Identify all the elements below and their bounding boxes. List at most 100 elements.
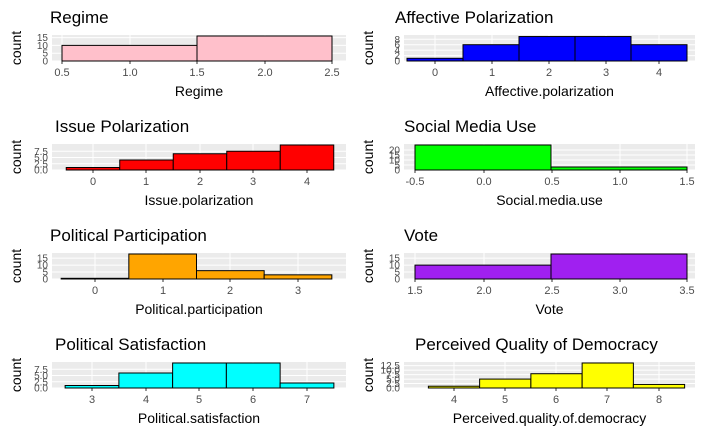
x-tick-label: 1.5 [189,67,204,79]
y-axis-label: count [360,31,376,65]
x-tick-label: 2.0 [476,285,491,297]
x-tick-label: 2 [197,176,203,188]
histogram-bar [414,144,552,171]
histogram-bar [462,44,520,62]
y-tick-label: 10 [389,156,401,167]
y-tick-label: 4 [394,46,400,57]
histogram-bar [414,264,552,280]
histogram-bar [196,270,265,280]
histogram-bar [226,150,281,171]
x-tick-label: 7 [604,394,610,406]
y-axis-label: count [360,358,376,392]
panel-title: Regime [50,8,109,27]
histogram-bar [225,362,281,389]
histogram-bar [581,362,634,389]
x-axis-label: Issue.polarization [145,192,254,208]
histogram-panel: Issue Polarization 0.02.55.07.5 0 1 2 3 4 Issue… [8,117,346,208]
x-tick-label: 0.5 [54,67,69,79]
x-axis-label: Political.satisfaction [138,410,260,426]
histogram-bar [630,44,688,62]
y-tick-label: 0 [394,166,400,177]
y-tick-label: 8 [394,35,400,46]
y-tick-label: 12.5 [381,361,401,372]
histogram-bar [427,385,481,389]
y-tick-label: 2.5 [34,377,48,388]
histogram-bar [64,385,120,389]
y-axis-label: count [8,358,24,392]
histogram-bar [263,274,333,280]
x-tick-label: 0.0 [476,176,491,188]
x-tick-label: 0 [432,67,438,79]
histogram-panel: Perceived Quality of Democracy0.02.55.07… [360,335,695,426]
x-tick-label: 0 [92,285,98,297]
panel-title: Issue Polarization [55,117,189,136]
y-tick-label: 2.5 [34,159,48,170]
panel-title: Perceived Quality of Democracy [415,335,658,354]
y-tick-label: 10.0 [381,366,401,377]
x-tick-label: 3 [250,176,256,188]
x-tick-label: 7 [304,394,310,406]
histogram-bar [632,383,686,389]
x-tick-label: 2 [227,285,233,297]
x-tick-label: 5 [196,394,202,406]
y-tick-label: 7.5 [34,147,48,158]
x-tick-label: 1.5 [407,285,422,297]
y-tick-label: 0 [394,275,400,286]
x-tick-label: 3 [89,394,95,406]
x-tick-label: 4 [304,176,310,188]
x-tick-label: 1.0 [122,67,137,79]
x-tick-label: 3.0 [612,285,627,297]
x-tick-label: 4 [143,394,149,406]
y-tick-label: 15 [37,254,49,265]
x-tick-label: 8 [656,394,662,406]
histogram-bar [279,382,335,389]
x-tick-label: 5 [502,394,508,406]
histogram-bar [61,44,198,62]
y-tick-label: 15 [37,33,49,44]
histogram-bar [60,277,130,280]
histogram-bar [172,153,228,171]
x-tick-label: 1.5 [679,176,694,188]
y-axis-label: count [8,140,24,174]
panel-title: Affective Polarization [395,8,553,27]
y-tick-label: 0.0 [34,384,48,395]
x-tick-label: 0.5 [544,176,559,188]
x-tick-label: 6 [250,394,256,406]
histogram-bar [65,167,121,171]
panel-title: Vote [404,226,438,245]
x-tick-label: 3.5 [679,285,694,297]
histogram-bar [518,36,576,62]
x-axis-label: Perceived.quality.of.democracy [453,410,647,426]
histogram-bar [172,362,227,389]
histogram-bar [530,373,583,389]
y-tick-label: 10 [37,261,49,272]
y-tick-label: 7.5 [34,365,48,376]
x-axis-label: Political.participation [135,301,263,317]
histogram-panel: Political Satisfaction 0.02.55.07.5 3 4 5 6 7 P… [8,335,346,426]
y-tick-label: 5 [394,161,400,172]
y-tick-label: 0 [42,275,48,286]
histogram-bar [279,144,335,171]
x-tick-label: 0 [90,176,96,188]
x-tick-label: 2 [546,67,552,79]
x-tick-label: 1 [489,67,495,79]
x-tick-label: 6 [553,394,559,406]
x-tick-label: 2.5 [544,285,559,297]
y-tick-label: 5.0 [34,371,48,382]
histogram-bar [196,35,333,62]
y-tick-label: 0 [394,57,400,68]
x-tick-label: 2.5 [324,67,339,79]
histogram-bar [479,378,532,389]
y-axis-label: count [8,31,24,65]
y-tick-label: 15 [389,254,401,265]
y-tick-label: 10 [37,41,49,52]
y-tick-label: 6 [394,40,400,51]
y-axis-label: count [360,140,376,174]
y-axis-label: count [8,249,24,283]
x-tick-label: 1.0 [612,176,627,188]
